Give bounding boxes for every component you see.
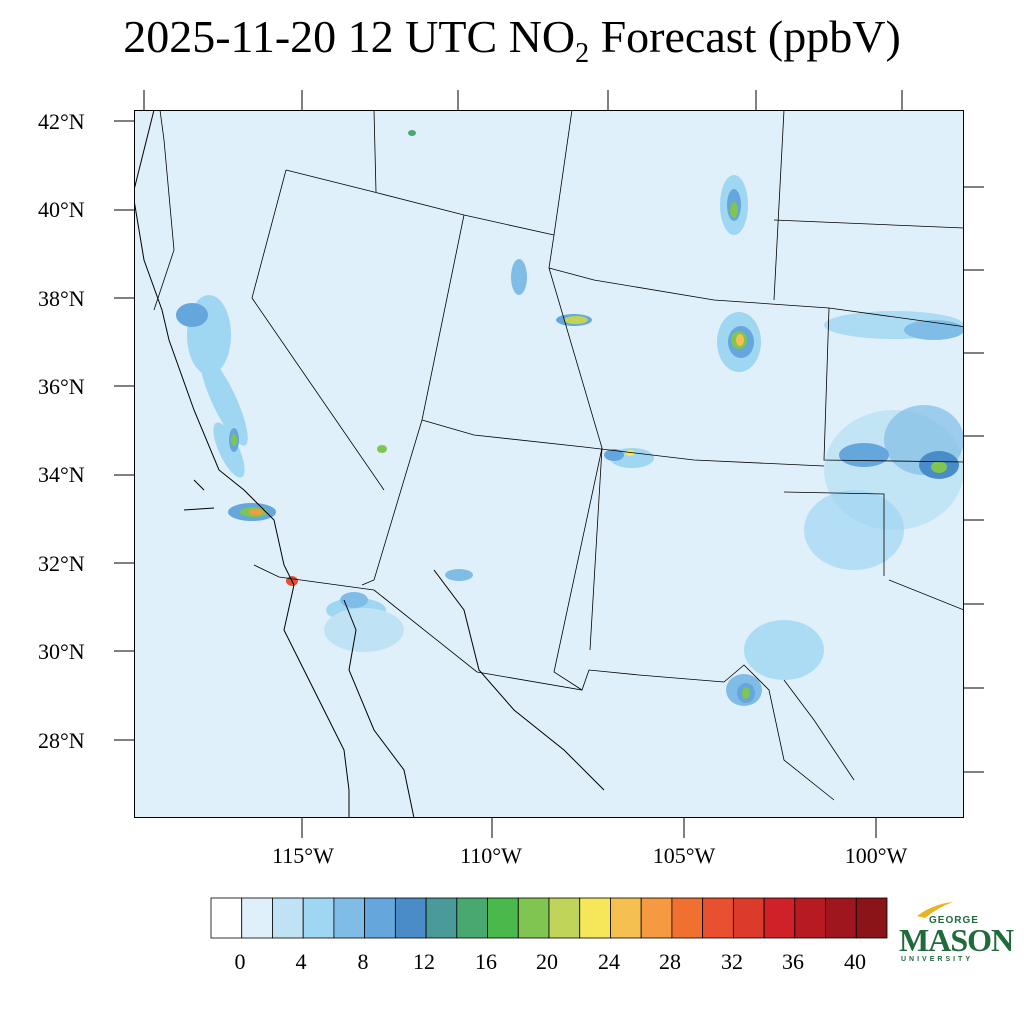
lat-label-34: 34°N bbox=[38, 462, 85, 487]
title-subscript: 2 bbox=[575, 38, 590, 70]
colorbar-swatch bbox=[302, 897, 335, 939]
lat-label-30: 30°N bbox=[38, 639, 85, 664]
colorbar-swatch bbox=[640, 897, 673, 939]
lon-label-105: 105°W bbox=[652, 843, 716, 868]
lat-label-38: 38°N bbox=[38, 286, 85, 311]
colorbar-swatch bbox=[610, 897, 642, 939]
concentration-field bbox=[176, 130, 964, 706]
colorbar-label-36: 36 bbox=[782, 949, 804, 974]
coastline bbox=[134, 110, 605, 818]
title-suffix: Forecast (ppbV) bbox=[589, 11, 901, 62]
colorbar-label-0: 0 bbox=[234, 949, 246, 974]
colorbar-swatch bbox=[794, 897, 826, 939]
logo-university-text: UNIVERSITY bbox=[901, 956, 974, 963]
lat-label-42: 42°N bbox=[38, 109, 85, 134]
colorbar-swatch bbox=[702, 897, 734, 939]
colorbar-swatch bbox=[855, 897, 888, 939]
colorbar-swatch bbox=[517, 897, 550, 939]
colorbar-label-8: 8 bbox=[357, 949, 369, 974]
colorbar-swatch bbox=[487, 897, 519, 939]
state-boundaries bbox=[153, 110, 964, 801]
colorbar-swatch bbox=[210, 897, 243, 939]
colorbar-label-28: 28 bbox=[659, 949, 681, 974]
colorbar-swatch bbox=[333, 897, 366, 939]
colorbar-swatch bbox=[272, 897, 304, 939]
colorbar-swatch bbox=[364, 897, 396, 939]
colorbar bbox=[210, 897, 888, 939]
colorbar-swatch bbox=[825, 897, 857, 939]
title-main: 2025-11-20 12 UTC NO bbox=[123, 11, 576, 62]
logo-swoosh-icon bbox=[917, 902, 953, 918]
colorbar-swatch bbox=[548, 897, 581, 939]
no2-forecast-map bbox=[134, 110, 964, 818]
george-mason-logo: GEORGE MASON UNIVERSITY bbox=[897, 900, 1014, 970]
logo-mason-text: MASON bbox=[899, 922, 1014, 958]
map-frame bbox=[134, 110, 964, 818]
colorbar-label-40: 40 bbox=[844, 949, 866, 974]
colorbar-swatch bbox=[763, 897, 796, 939]
lon-label-110: 110°W bbox=[460, 843, 522, 868]
colorbar-label-12: 12 bbox=[413, 949, 435, 974]
lon-label-115: 115°W bbox=[272, 843, 334, 868]
colorbar-label-4: 4 bbox=[295, 949, 307, 974]
colorbar-swatch bbox=[671, 897, 704, 939]
colorbar-swatch bbox=[456, 897, 488, 939]
colorbar-label-32: 32 bbox=[721, 949, 743, 974]
colorbar-label-24: 24 bbox=[598, 949, 620, 974]
colorbar-swatch bbox=[579, 897, 611, 939]
lon-label-100: 100°W bbox=[844, 843, 908, 868]
colorbar-label-20: 20 bbox=[536, 949, 558, 974]
colorbar-label-16: 16 bbox=[475, 949, 497, 974]
colorbar-swatch bbox=[394, 897, 427, 939]
colorbar-swatch bbox=[425, 897, 458, 939]
colorbar-swatch bbox=[732, 897, 765, 939]
lat-label-32: 32°N bbox=[38, 551, 85, 576]
colorbar-swatch bbox=[241, 897, 273, 939]
lat-label-28: 28°N bbox=[38, 728, 85, 753]
logo-george-text: GEORGE bbox=[929, 915, 979, 926]
lat-label-36: 36°N bbox=[38, 374, 85, 399]
lat-label-40: 40°N bbox=[38, 197, 85, 222]
